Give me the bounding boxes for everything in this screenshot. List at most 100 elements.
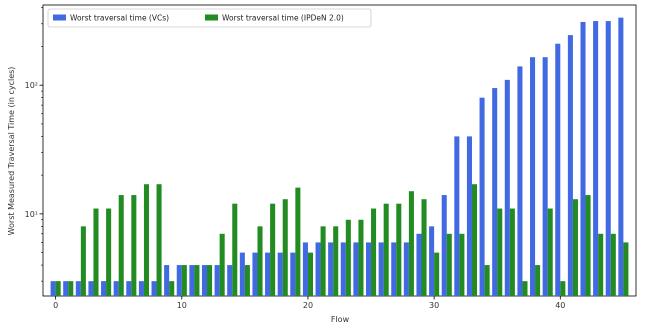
bar-ipden-27 bbox=[396, 203, 402, 296]
bar-vcs-20 bbox=[302, 242, 308, 296]
bar-vcs-14 bbox=[227, 265, 233, 296]
bar-vcs-11 bbox=[189, 265, 195, 296]
bar-ipden-38 bbox=[535, 265, 541, 296]
bar-vcs-18 bbox=[277, 252, 283, 296]
bar-ipden-45 bbox=[623, 242, 629, 296]
x-axis-label: Flow bbox=[331, 315, 350, 324]
bar-ipden-1 bbox=[68, 281, 74, 296]
bar-vcs-23 bbox=[340, 242, 346, 296]
bar-ipden-35 bbox=[497, 208, 503, 296]
bars-layer bbox=[50, 17, 629, 297]
bar-vcs-21 bbox=[315, 242, 321, 296]
legend-swatch-ipden bbox=[205, 14, 218, 21]
bar-ipden-17 bbox=[270, 203, 276, 296]
y-tick-label-10: 10¹ bbox=[25, 210, 38, 219]
bar-vcs-25 bbox=[366, 242, 372, 296]
bar-ipden-13 bbox=[219, 233, 225, 296]
bar-vcs-43 bbox=[593, 21, 599, 297]
bar-ipden-0 bbox=[55, 281, 61, 296]
bar-ipden-11 bbox=[194, 265, 200, 296]
bar-ipden-33 bbox=[471, 184, 478, 296]
bar-ipden-24 bbox=[358, 219, 364, 296]
bar-vcs-38 bbox=[530, 57, 536, 297]
bar-ipden-6 bbox=[131, 195, 137, 296]
x-tick-label-20: 20 bbox=[303, 301, 313, 310]
bar-ipden-18 bbox=[282, 199, 288, 296]
bar-vcs-12 bbox=[201, 265, 208, 296]
bar-ipden-30 bbox=[434, 252, 440, 296]
bar-ipden-32 bbox=[459, 233, 465, 296]
bar-ipden-39 bbox=[547, 208, 553, 296]
bar-vcs-6 bbox=[126, 281, 132, 296]
bar-ipden-29 bbox=[421, 199, 427, 296]
bar-ipden-34 bbox=[484, 265, 490, 296]
x-tick-label-40: 40 bbox=[555, 301, 565, 310]
bar-ipden-42 bbox=[585, 195, 591, 296]
bar-ipden-19 bbox=[295, 187, 301, 296]
bar-vcs-39 bbox=[542, 57, 548, 297]
bar-ipden-37 bbox=[522, 281, 528, 296]
bar-ipden-43 bbox=[598, 233, 604, 296]
bar-ipden-23 bbox=[345, 219, 351, 296]
bar-vcs-37 bbox=[517, 66, 523, 296]
bar-ipden-25 bbox=[371, 208, 377, 296]
bar-ipden-4 bbox=[106, 208, 112, 296]
y-tick-label-100: 10² bbox=[25, 81, 38, 90]
bar-vcs-31 bbox=[441, 195, 447, 296]
bar-ipden-36 bbox=[509, 208, 515, 296]
plot-frame bbox=[42, 4, 637, 297]
bar-vcs-24 bbox=[353, 242, 359, 296]
bar-vcs-33 bbox=[466, 136, 472, 296]
bar-vcs-7 bbox=[138, 281, 144, 296]
bar-ipden-5 bbox=[118, 195, 124, 296]
y-axis-label: Worst Measured Traversal Time (in cycles… bbox=[7, 67, 16, 236]
bar-vcs-40 bbox=[555, 43, 561, 297]
bar-ipden-15 bbox=[244, 265, 250, 296]
x-axis-ticks: 0 10 20 30 40 bbox=[53, 296, 565, 310]
bar-ipden-31 bbox=[446, 233, 452, 296]
bar-vcs-30 bbox=[429, 226, 435, 296]
bar-vcs-13 bbox=[214, 265, 220, 296]
bar-vcs-15 bbox=[239, 252, 245, 296]
bar-vcs-36 bbox=[504, 79, 510, 297]
bar-vcs-35 bbox=[492, 88, 498, 296]
x-tick-label-0: 0 bbox=[53, 301, 58, 310]
legend-swatch-vcs bbox=[53, 14, 66, 21]
bar-ipden-7 bbox=[143, 184, 149, 296]
bar-vcs-19 bbox=[290, 252, 296, 296]
bar-vcs-4 bbox=[101, 281, 107, 296]
bar-ipden-9 bbox=[169, 281, 175, 296]
bar-vcs-42 bbox=[580, 21, 586, 296]
x-tick-label-30: 30 bbox=[429, 301, 439, 310]
x-tick-label-10: 10 bbox=[177, 301, 187, 310]
bar-ipden-10 bbox=[181, 265, 187, 296]
bar-vcs-1 bbox=[63, 281, 69, 296]
bar-vcs-9 bbox=[164, 265, 170, 296]
bar-ipden-2 bbox=[80, 226, 86, 296]
bar-ipden-12 bbox=[207, 265, 213, 296]
bar-ipden-16 bbox=[257, 226, 263, 296]
bar-vcs-2 bbox=[75, 281, 81, 296]
bar-ipden-8 bbox=[156, 184, 162, 296]
bar-ipden-40 bbox=[560, 281, 566, 296]
bar-vcs-16 bbox=[252, 252, 258, 296]
bar-ipden-3 bbox=[93, 208, 99, 296]
bar-vcs-28 bbox=[403, 242, 409, 296]
bar-vcs-22 bbox=[328, 242, 334, 296]
bar-vcs-17 bbox=[265, 252, 271, 296]
bar-ipden-44 bbox=[610, 233, 616, 296]
bar-vcs-3 bbox=[88, 281, 94, 296]
bar-ipden-20 bbox=[307, 252, 314, 296]
bar-vcs-10 bbox=[176, 265, 182, 296]
bar-vcs-34 bbox=[479, 97, 485, 296]
legend-label-ipden: Worst traversal time (IPDeN 2.0) bbox=[222, 14, 344, 23]
bar-ipden-21 bbox=[320, 226, 326, 296]
bar-ipden-14 bbox=[232, 203, 238, 296]
bar-vcs-41 bbox=[567, 35, 573, 297]
bar-vcs-27 bbox=[391, 242, 397, 296]
bar-ipden-26 bbox=[383, 203, 389, 296]
bar-vcs-0 bbox=[50, 281, 56, 296]
bar-ipden-28 bbox=[408, 191, 414, 296]
bar-vcs-32 bbox=[454, 136, 460, 296]
